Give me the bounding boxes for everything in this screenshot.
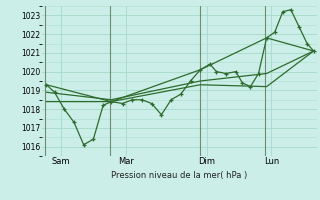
X-axis label: Pression niveau de la mer( hPa ): Pression niveau de la mer( hPa ) bbox=[111, 171, 247, 180]
